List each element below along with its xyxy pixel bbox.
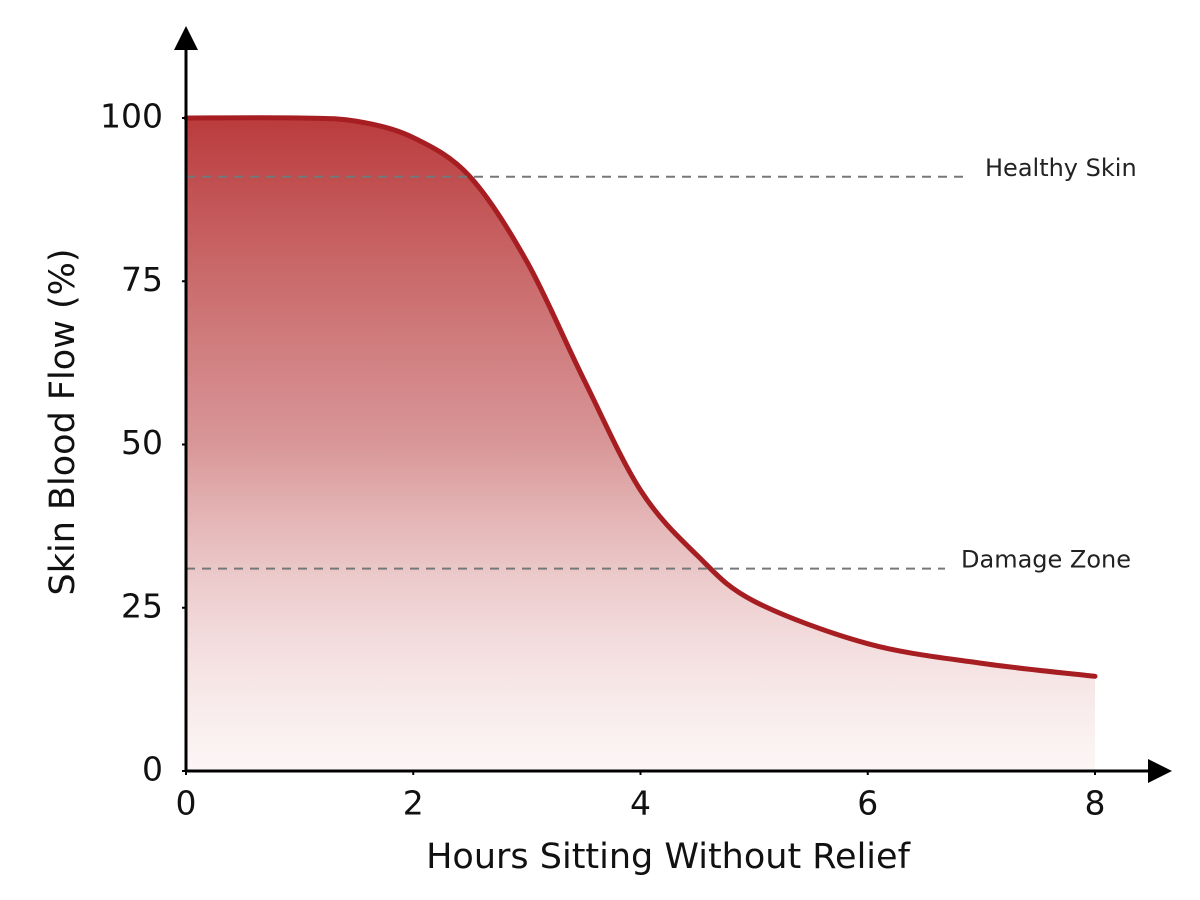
- y-tick-label: 50: [121, 423, 163, 462]
- y-tick-label: 100: [100, 97, 163, 136]
- x-tick-label: 0: [176, 784, 197, 823]
- reference-label: Damage Zone: [961, 546, 1131, 574]
- x-tick-label: 2: [403, 784, 424, 823]
- y-tick-label: 0: [142, 750, 163, 789]
- line: [183, 115, 1098, 679]
- x-axis-label: Hours Sitting Without Relief: [426, 837, 910, 877]
- area-fill: [186, 117, 1095, 771]
- reference-label: Healthy Skin: [985, 154, 1137, 182]
- y-tick-label: 25: [121, 586, 163, 625]
- x-tick-label: 4: [630, 784, 651, 823]
- y-axis-label: Skin Blood Flow (%): [43, 248, 83, 595]
- x-tick-label: 6: [857, 784, 878, 823]
- y-tick-label: 75: [121, 260, 163, 299]
- x-tick-label: 8: [1085, 784, 1106, 823]
